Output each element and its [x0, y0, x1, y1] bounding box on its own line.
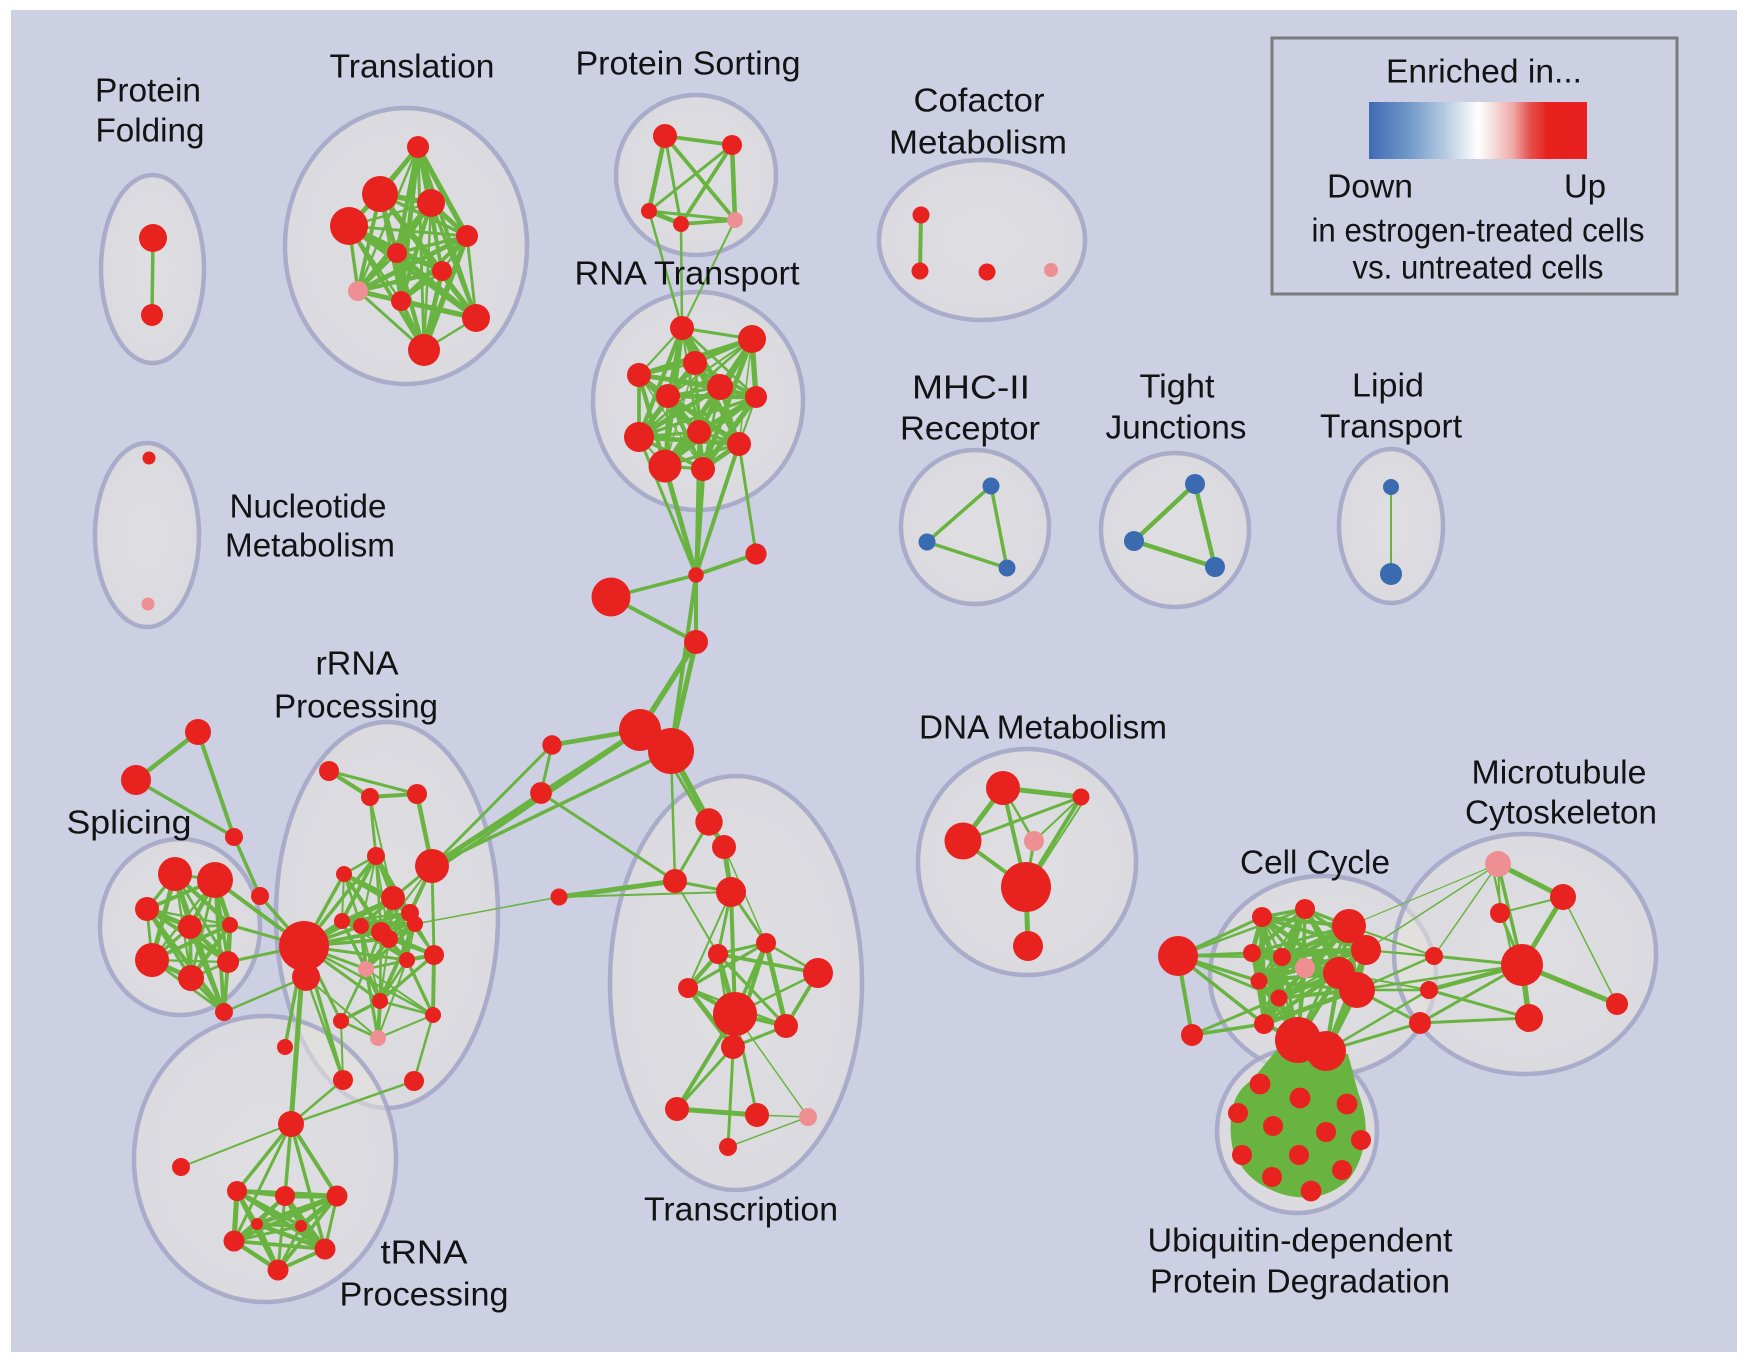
svg-text:MHC-II: MHC-II — [912, 369, 1030, 406]
svg-text:Protein Degradation: Protein Degradation — [1150, 1263, 1450, 1300]
svg-text:Down: Down — [1327, 168, 1413, 205]
svg-text:Folding: Folding — [96, 112, 205, 149]
svg-text:Tight: Tight — [1140, 368, 1215, 405]
svg-text:Transport: Transport — [1320, 408, 1462, 445]
svg-text:Lipid: Lipid — [1352, 367, 1424, 404]
svg-text:vs. untreated cells: vs. untreated cells — [1353, 249, 1604, 286]
svg-text:Enriched in...: Enriched in... — [1386, 53, 1582, 90]
svg-text:Up: Up — [1564, 168, 1606, 205]
svg-text:Transcription: Transcription — [644, 1191, 838, 1228]
svg-text:Cofactor: Cofactor — [914, 82, 1045, 119]
svg-text:in estrogen-treated cells: in estrogen-treated cells — [1312, 212, 1645, 249]
svg-text:Junctions: Junctions — [1106, 409, 1247, 446]
svg-text:Cytoskeleton: Cytoskeleton — [1465, 794, 1657, 831]
svg-text:Splicing: Splicing — [67, 804, 192, 841]
svg-text:RNA Transport: RNA Transport — [575, 255, 800, 292]
svg-text:Ubiquitin-dependent: Ubiquitin-dependent — [1148, 1222, 1453, 1259]
svg-text:Protein Sorting: Protein Sorting — [576, 45, 801, 82]
svg-text:Protein: Protein — [95, 72, 201, 109]
svg-text:Processing: Processing — [274, 688, 438, 725]
svg-text:Translation: Translation — [330, 48, 495, 85]
svg-text:Processing: Processing — [340, 1276, 509, 1313]
svg-text:Cell Cycle: Cell Cycle — [1240, 844, 1390, 881]
svg-text:Nucleotide: Nucleotide — [230, 488, 387, 525]
svg-text:Receptor: Receptor — [900, 410, 1040, 447]
svg-text:Microtubule: Microtubule — [1472, 754, 1647, 791]
svg-text:Metabolism: Metabolism — [225, 527, 395, 564]
svg-text:rRNA: rRNA — [316, 645, 399, 682]
svg-text:DNA Metabolism: DNA Metabolism — [919, 709, 1167, 746]
svg-text:Metabolism: Metabolism — [889, 124, 1067, 161]
svg-text:tRNA: tRNA — [381, 1234, 468, 1271]
